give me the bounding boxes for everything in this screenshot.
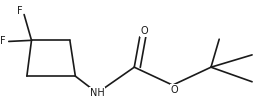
Text: O: O — [170, 85, 178, 95]
Text: O: O — [141, 26, 149, 36]
Text: F: F — [17, 6, 22, 16]
Text: NH: NH — [90, 88, 105, 98]
Text: F: F — [1, 36, 6, 46]
